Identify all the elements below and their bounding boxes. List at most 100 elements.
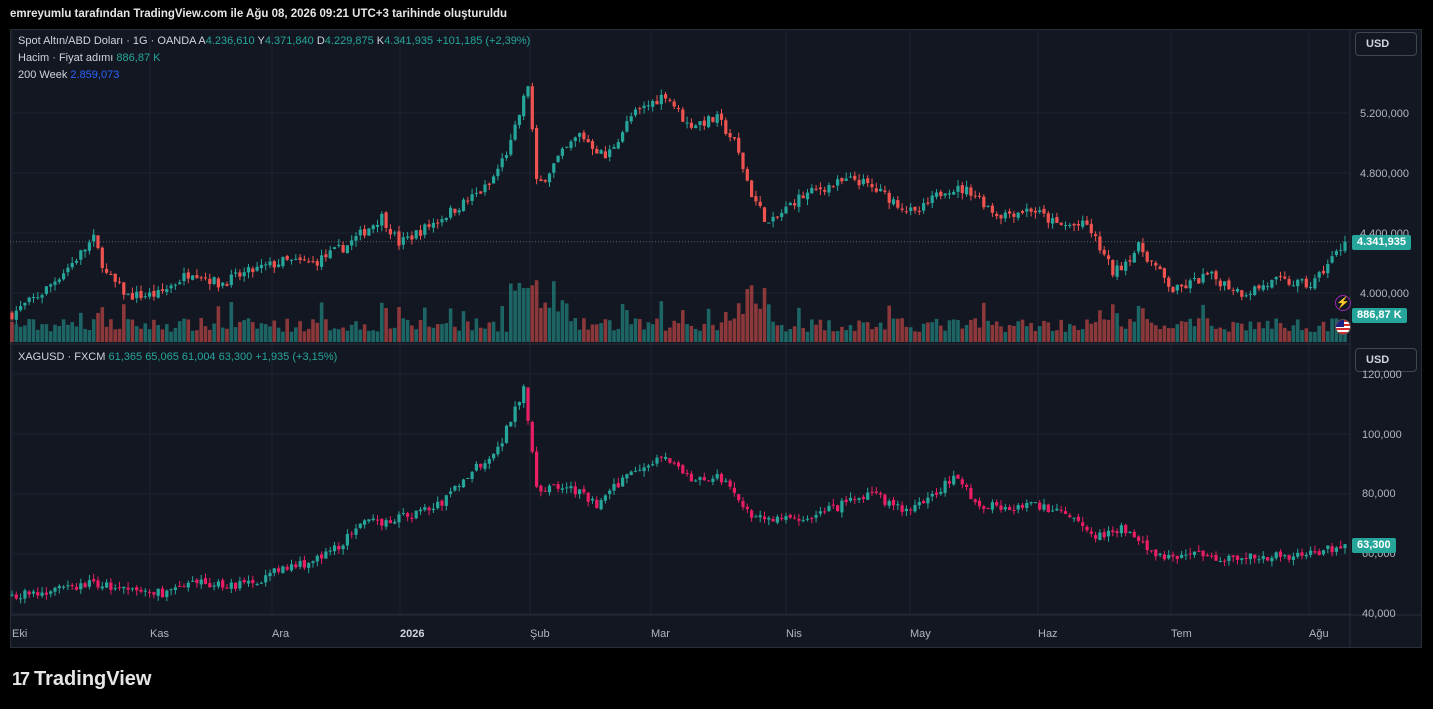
silver-candle <box>418 509 423 512</box>
pane2-currency-button[interactable]: USD <box>1355 348 1417 372</box>
volume-bar <box>994 321 999 342</box>
volume-bar <box>1106 319 1111 342</box>
volume-bar <box>1214 328 1218 342</box>
silver-candle <box>504 425 509 443</box>
pane1-symbol[interactable]: Spot Altın/ABD Doları · 1G · OANDA <box>18 35 196 47</box>
silver-candle <box>229 582 233 589</box>
volume-bar <box>861 322 866 342</box>
volume-bar <box>840 326 844 342</box>
volume-bar <box>521 288 526 342</box>
silver-candle <box>298 561 302 567</box>
ma-label[interactable]: 200 Week <box>18 69 68 81</box>
volume-legend[interactable]: Hacim · Fiyat adımı 886,87 K <box>18 52 160 64</box>
gold-candle <box>160 289 165 291</box>
gold-candle <box>552 163 556 173</box>
silver-candle <box>608 490 612 495</box>
gold-candle <box>1167 277 1171 287</box>
volume-bar <box>543 302 547 342</box>
gold-candle <box>1283 276 1287 279</box>
silver-candle <box>805 518 810 520</box>
gold-candle <box>371 225 375 230</box>
gold-candle <box>526 86 530 97</box>
gold-candle <box>328 250 332 259</box>
pane1-legend[interactable]: Spot Altın/ABD Doları · 1G · OANDA A4.23… <box>18 35 530 47</box>
gold-candle <box>466 200 470 202</box>
gold-candle <box>53 281 57 285</box>
volume-bar <box>1235 322 1240 342</box>
silver-candle <box>711 478 715 482</box>
volume-bar <box>418 320 423 342</box>
silver-candle <box>814 514 818 518</box>
silver-candle <box>655 457 659 464</box>
volume-bar <box>1042 320 1046 342</box>
gold-candle <box>173 284 177 286</box>
pane1-currency-button[interactable]: USD <box>1355 32 1417 56</box>
silver-candle <box>1149 550 1154 552</box>
ma-legend[interactable]: 200 Week 2.859,073 <box>18 69 119 81</box>
gold-candle <box>255 266 259 271</box>
gold-candle <box>509 139 513 155</box>
gold-candle <box>337 245 341 247</box>
gold-candle <box>1270 280 1274 288</box>
silver-candle <box>1257 559 1261 561</box>
volume-bar <box>534 280 539 342</box>
silver-candle <box>664 456 668 459</box>
volume-bar <box>126 319 130 342</box>
silver-candle <box>1016 505 1020 510</box>
volume-bar <box>1059 319 1063 342</box>
silver-candle <box>750 510 754 518</box>
tradingview-logo-icon: 17 <box>12 669 30 689</box>
silver-candle <box>242 579 246 583</box>
gold-candle <box>23 302 27 306</box>
chart-canvas[interactable] <box>10 29 1422 648</box>
volume-bar <box>1115 313 1119 342</box>
silver-candle <box>470 471 474 479</box>
lightning-icon[interactable]: ⚡ <box>1335 295 1351 311</box>
silver-candle <box>1033 502 1037 504</box>
volume-bar <box>1231 321 1235 342</box>
us-flag-icon[interactable] <box>1335 319 1351 335</box>
volume-bar <box>1248 321 1253 342</box>
gold-candle <box>1063 225 1068 227</box>
silver-candle <box>1137 536 1141 541</box>
silver-candle <box>1248 553 1252 560</box>
volume-bar <box>242 320 246 342</box>
volume-bar <box>190 330 195 342</box>
volume-bar <box>900 318 904 342</box>
silver-candle <box>797 518 801 521</box>
silver-candle <box>896 504 900 506</box>
silver-candle <box>969 487 973 500</box>
silver-candle <box>754 516 758 518</box>
gold-candle <box>143 296 147 298</box>
gold-candle <box>1145 251 1149 262</box>
silver-candle <box>728 480 732 487</box>
volume-label[interactable]: Hacim · Fiyat adımı <box>18 52 114 64</box>
x-tick: Şub <box>530 628 550 640</box>
volume-bar <box>251 322 255 342</box>
gold-candle <box>655 100 659 105</box>
gold-candle <box>599 150 603 154</box>
gold-candle <box>973 195 977 197</box>
volume-bar <box>104 326 109 342</box>
volume-bar <box>771 321 775 342</box>
volume-bar <box>388 328 393 342</box>
pane2-symbol[interactable]: XAGUSD · FXCM <box>18 351 106 363</box>
gold-candle <box>1141 243 1145 253</box>
volume-bar <box>904 326 909 342</box>
gold-candle <box>487 183 491 185</box>
volume-bar <box>1050 331 1055 342</box>
silver-candle <box>887 500 891 506</box>
volume-bar <box>66 324 70 342</box>
silver-candle <box>40 592 44 596</box>
pane2-legend[interactable]: XAGUSD · FXCM 61,365 65,065 61,004 63,30… <box>18 351 337 363</box>
x-tick: Ara <box>272 628 290 640</box>
gold-candle <box>1231 289 1235 291</box>
gold-candle <box>1300 279 1304 281</box>
silver-candle <box>995 502 999 506</box>
gold-candle <box>595 148 599 154</box>
silver-candle <box>547 485 552 493</box>
volume-bar <box>18 326 23 342</box>
gold-candle <box>221 282 225 286</box>
silver-candle <box>917 502 921 506</box>
tradingview-logo[interactable]: 17 TradingView <box>12 668 151 691</box>
